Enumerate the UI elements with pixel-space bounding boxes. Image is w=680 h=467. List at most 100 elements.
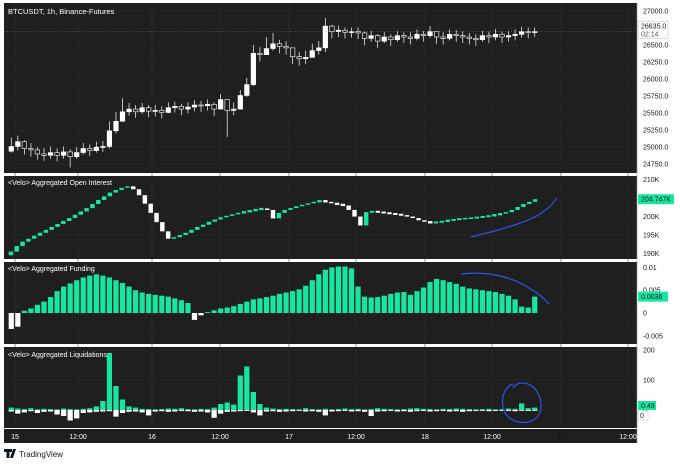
liq-short-bar [113,410,119,417]
liq-short-bar [263,410,270,412]
liq-long-bar [152,409,158,411]
liq-long-bar [80,408,86,410]
candle-body [492,33,499,38]
liq-long-tag-label: 0.49 [641,403,655,410]
candle-body [270,43,276,49]
candle-body [133,108,139,113]
candle-body [80,148,86,153]
last-price-label: 26635.0 [641,24,666,31]
countdown-label: 02:14 [641,32,659,39]
candle-body [420,33,427,36]
candle-body [335,29,342,32]
time-axis-label: 18 [421,434,429,441]
funding-bar [316,274,322,314]
oi-bar [107,192,113,197]
candle-body [427,31,433,36]
funding-bar [329,267,335,314]
liq-short-bar [93,410,99,412]
candle-body [388,36,394,41]
funding-bar [113,280,119,314]
oi-bar [131,186,136,190]
funding-bar [296,289,302,314]
liq-long-bar [139,408,145,410]
liq-short-bar [61,410,67,416]
liq-short-bar [80,410,86,413]
liq-short-bar [375,410,381,412]
liq-short-bar [394,410,400,412]
funding-bar [237,303,243,314]
time-axis-label: 12:00 [69,434,87,441]
candle-body [453,33,459,36]
funding-bar [244,301,250,314]
funding-axis-tick-label: 0.01 [643,265,657,272]
candle-body [204,104,211,106]
liq-short-bar [67,410,73,421]
candle-body [211,104,217,110]
liq-short-bar [492,410,499,411]
oi-bar [527,201,532,205]
oi-bar [439,220,445,223]
liq-short-bar [139,410,145,413]
candle-body [322,25,328,49]
candle-body [329,25,335,32]
candle-body [100,146,106,148]
liq-long-bar [172,408,178,410]
candle-body [290,47,296,58]
panel-background-0 [4,3,637,173]
oi-axis-tick-label: 200K [643,214,660,221]
oi-bar [125,186,130,188]
liq-short-bar [420,410,427,411]
oi-bar [375,210,381,213]
funding-bar [41,301,47,314]
funding-bar [388,293,394,314]
candle-body [407,36,413,39]
funding-bar [453,283,459,314]
liq-long-bar [185,409,191,410]
funding-bar [486,291,492,314]
liq-long-bar [198,408,204,410]
funding-bar [283,292,289,314]
funding-last-value-tag [638,291,668,302]
liq-long-bar [290,409,296,410]
oi-bar [445,219,450,222]
liq-long-bar [486,408,492,410]
panel-background-3 [4,347,637,428]
oi-bar [218,217,223,220]
funding-bar [473,289,479,314]
funding-bar [218,308,224,314]
funding-bar [224,307,230,314]
funding-bar [394,292,400,314]
funding-bar [433,278,440,314]
candle-body [276,43,283,47]
liq-short-bar [348,410,355,412]
liq-long-bar [100,401,106,410]
candle-body [283,46,289,49]
liq-long-bar [499,409,505,410]
oi-bar [387,212,392,215]
liq-long-bar [47,409,54,410]
funding-bar [447,282,453,314]
liq-short-bar [34,410,41,413]
liq-long-bar [218,404,224,410]
liq-short-bar [165,410,171,412]
liq-long-bar [407,408,414,410]
liq-short-bar [361,410,368,412]
liq-short-bar [224,410,230,412]
liq-long-bar [361,409,368,411]
candle-body [473,38,479,41]
funding-bar [80,277,86,314]
candle-body [191,104,198,108]
funding-bar [505,295,512,314]
liq-long-bar [414,408,420,410]
funding-bar [54,291,60,314]
liq-short-bar [28,410,34,412]
oi-bar [398,213,404,216]
liq-short-bar [244,410,250,411]
oi-bar [480,215,485,218]
oi-bar [334,202,340,206]
funding-bar [460,286,466,314]
liq-axis-tick-label: 100 [643,378,655,385]
funding-bar [355,286,361,314]
